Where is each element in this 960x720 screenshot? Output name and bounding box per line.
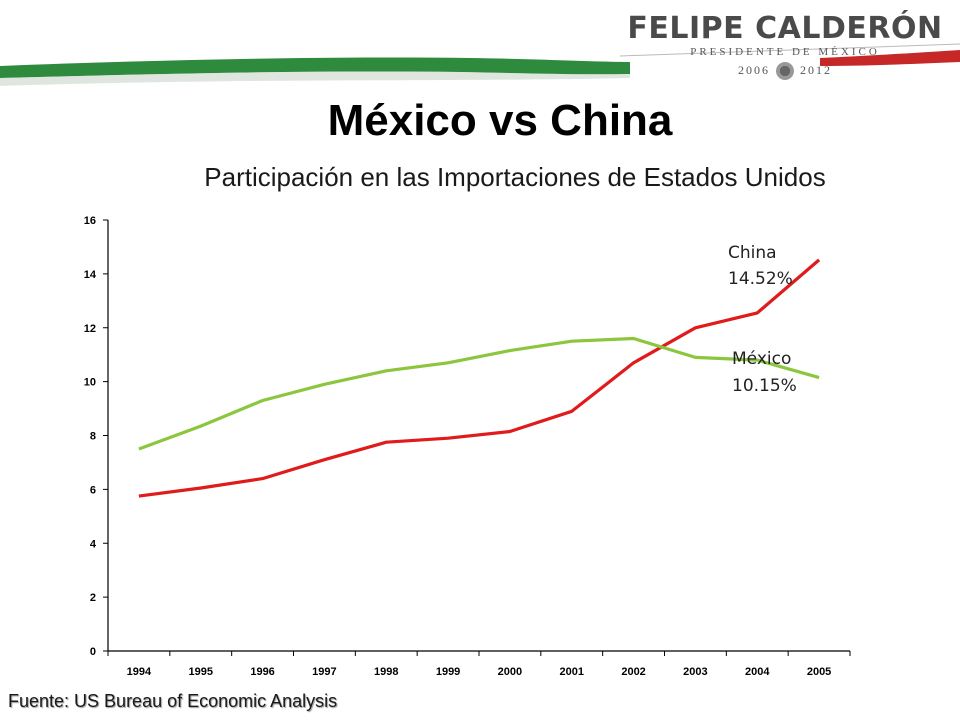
series-line-china	[138, 258, 821, 498]
y-tick-label: 14	[84, 269, 97, 281]
x-tick-label: 2000	[498, 666, 522, 678]
y-tick-label: 8	[90, 431, 96, 443]
series-line-mexico	[138, 336, 820, 451]
annotation-mexico-name: México	[732, 349, 791, 369]
brand-years: 2006 2012	[620, 62, 950, 80]
seal-icon	[776, 62, 794, 80]
y-tick-label: 16	[84, 215, 96, 227]
x-tick-label: 2004	[745, 666, 770, 678]
brand-name: FELIPE CALDERÓN	[627, 11, 943, 46]
chart-subtitle: Participación en las Importaciones de Es…	[204, 162, 826, 192]
chart-title: México vs China	[327, 96, 673, 145]
source-note: Fuente: US Bureau of Economic Analysis	[8, 691, 338, 711]
x-tick-label: 1998	[374, 666, 398, 678]
y-tick-label: 12	[84, 323, 96, 335]
annotation-china-name: China	[728, 243, 777, 263]
x-tick-label: 2002	[621, 666, 645, 678]
x-tick-label: 2005	[807, 666, 831, 678]
x-tick-label: 2001	[560, 666, 584, 678]
years-start: 2006	[738, 62, 770, 77]
header-band	[0, 43, 960, 86]
y-tick-label: 0	[90, 646, 96, 658]
x-tick-label: 1994	[127, 666, 152, 678]
years-end: 2012	[800, 62, 832, 77]
x-tick-label: 1999	[436, 666, 460, 678]
annotation-china-value: 14.52%	[728, 269, 793, 289]
x-tick-label: 2003	[683, 666, 707, 678]
x-tick-label: 1995	[189, 666, 213, 678]
y-tick-label: 4	[90, 538, 97, 550]
y-tick-label: 6	[90, 484, 96, 496]
x-tick-label: 1996	[250, 666, 274, 678]
y-tick-label: 2	[90, 592, 96, 604]
x-tick-label: 1997	[312, 666, 336, 678]
y-tick-label: 10	[84, 377, 96, 389]
annotation-mexico-value: 10.15%	[732, 376, 797, 396]
brand-subtitle: PRESIDENTE DE MÉXICO	[690, 46, 880, 58]
brand-logo: FELIPE CALDERÓN PRESIDENTE DE MÉXICO 200…	[620, 12, 950, 82]
